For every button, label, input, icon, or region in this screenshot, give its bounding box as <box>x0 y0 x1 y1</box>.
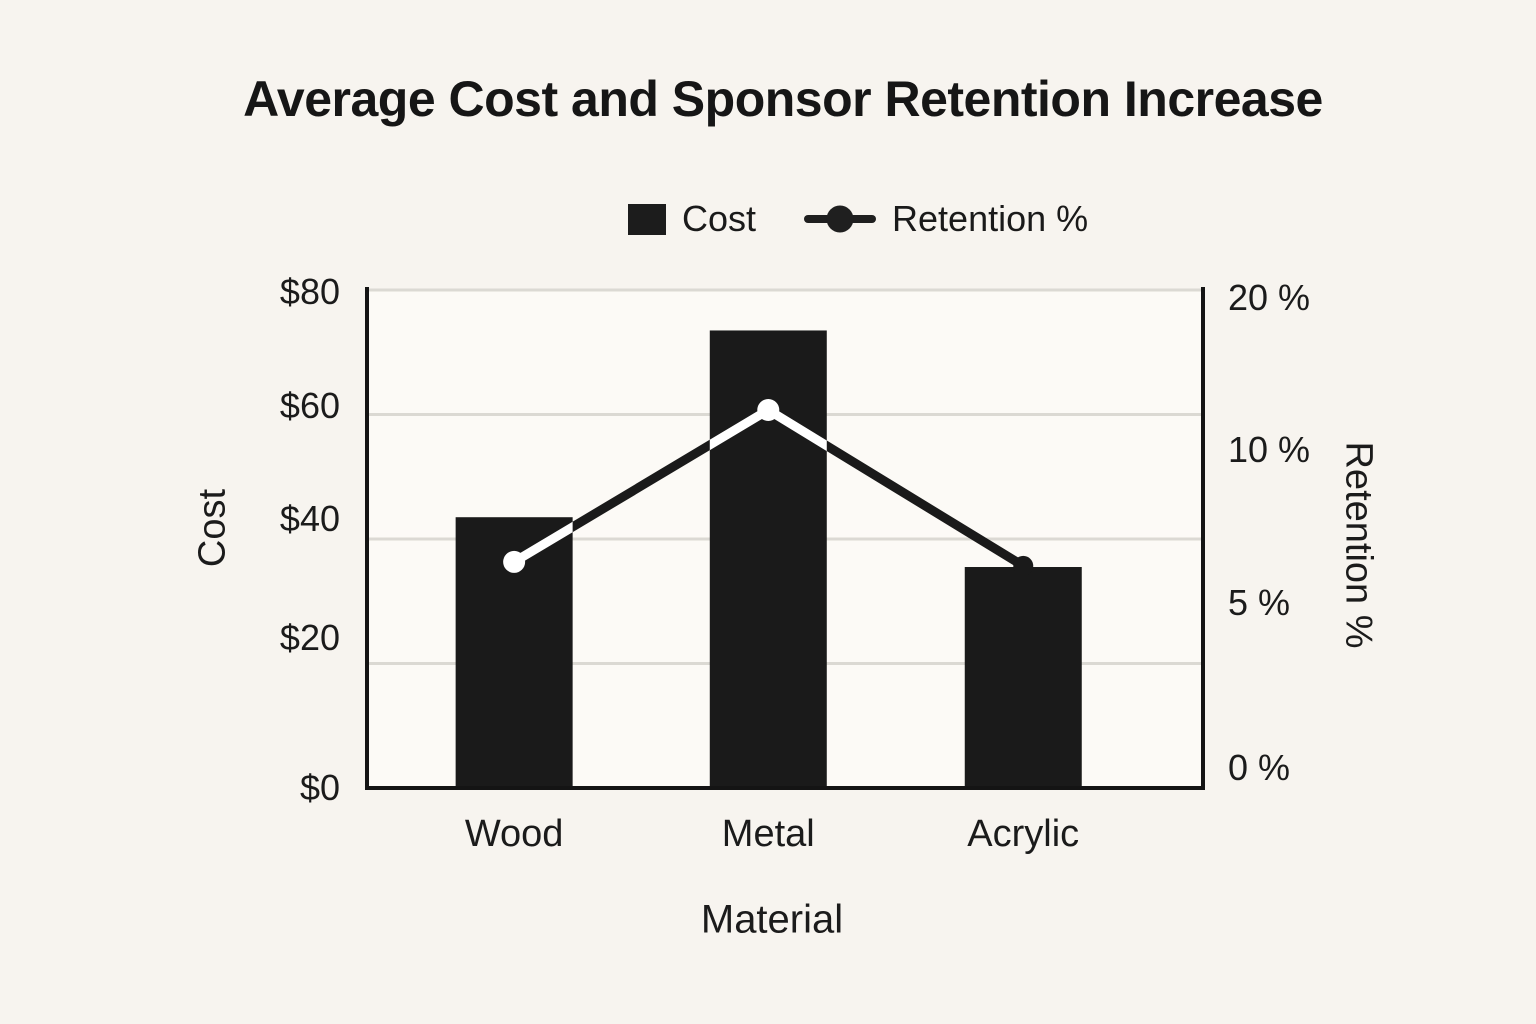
bar-acrylic <box>964 567 1082 788</box>
legend-label-retention: Retention % <box>892 198 1089 239</box>
legend: Cost Retention % <box>628 197 1088 241</box>
retention-marker-wood <box>503 550 526 573</box>
retention-line-marker-icon <box>804 205 877 233</box>
legend-item-retention: Retention % <box>804 197 1088 241</box>
retention-marker-metal <box>757 399 780 422</box>
right-axis-tick-1: 10 % <box>1228 428 1311 470</box>
left-axis-tick-1: $60 <box>279 385 340 427</box>
legend-item-cost: Cost <box>628 197 756 241</box>
right-axis-tick-2: 5 % <box>1228 581 1291 623</box>
right-axis-tick-3: 0 % <box>1228 747 1291 789</box>
left-axis-tick-3: $20 <box>279 617 340 659</box>
left-axis-tick-4: $0 <box>299 767 340 808</box>
chart-title: Average Cost and Sponsor Retention Incre… <box>243 71 1323 127</box>
x-axis-category-wood: Wood <box>464 813 564 855</box>
legend-label-cost: Cost <box>682 198 757 239</box>
cost-swatch-icon <box>628 203 666 235</box>
x-axis-category-acrylic: Acrylic <box>967 813 1080 855</box>
x-axis-title: Material <box>700 897 844 942</box>
right-axis-tick-0: 20 % <box>1228 276 1311 318</box>
left-axis-tick-2: $40 <box>279 498 340 540</box>
retention-marker-acrylic <box>1013 555 1034 576</box>
x-axis-category-metal: Metal <box>721 813 815 855</box>
retention-dot-icon <box>826 205 854 233</box>
left-axis-tick-0: $80 <box>279 270 340 312</box>
